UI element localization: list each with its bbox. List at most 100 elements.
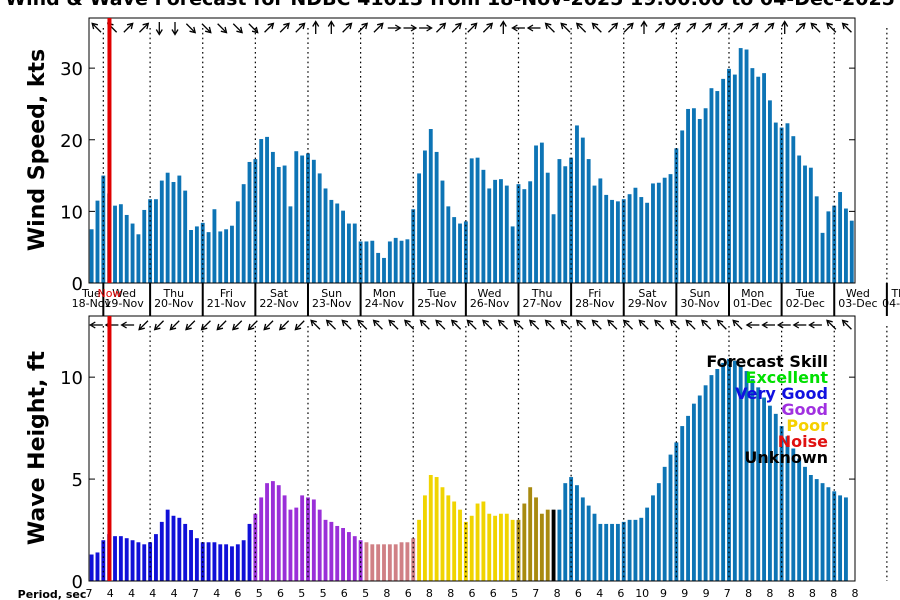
arrow-shaft bbox=[452, 321, 462, 330]
period-label: Period, sec bbox=[18, 588, 87, 600]
bar bbox=[575, 125, 579, 283]
wave-panel: 0 5 10 Wave Height, ft Forecast SkillExcel… bbox=[25, 315, 888, 593]
direction-arrow bbox=[776, 321, 791, 329]
bar bbox=[329, 521, 334, 581]
bar bbox=[680, 426, 685, 581]
bar bbox=[387, 544, 392, 581]
bar bbox=[265, 483, 269, 581]
period-value: 10 bbox=[635, 587, 649, 600]
date-label: 19-Nov bbox=[104, 297, 144, 310]
y-tick-label: 0 bbox=[72, 572, 83, 593]
bar bbox=[621, 199, 626, 283]
arrow-head bbox=[155, 29, 163, 36]
bar bbox=[165, 509, 170, 581]
period-row: Period, sec 7 4 4 4 4 7 4 6 5 6 5 5 6 5 8 6 8 8 6 6 5 7 8 6 4 6 10… bbox=[18, 587, 859, 600]
bar bbox=[118, 536, 123, 581]
bar bbox=[382, 544, 386, 581]
legend-title: Forecast Skill bbox=[706, 352, 828, 371]
bar bbox=[803, 466, 807, 581]
bar bbox=[668, 174, 673, 283]
bar bbox=[95, 552, 100, 581]
date-label: 04-Dec bbox=[882, 297, 900, 310]
direction-arrow bbox=[701, 319, 712, 330]
day-of-week-label: Tue bbox=[795, 287, 815, 300]
bar bbox=[586, 159, 591, 283]
bar bbox=[639, 517, 644, 581]
arrow-head bbox=[826, 319, 833, 327]
direction-arrow bbox=[138, 320, 149, 331]
arrow-shaft bbox=[577, 321, 587, 330]
arrow-shaft bbox=[374, 321, 383, 330]
bar bbox=[469, 158, 474, 283]
bar bbox=[598, 178, 603, 283]
direction-arrow bbox=[795, 22, 806, 33]
bar bbox=[124, 214, 129, 283]
direction-arrow bbox=[466, 319, 477, 330]
arrow-head bbox=[204, 26, 212, 34]
bar bbox=[744, 49, 749, 283]
day-of-week-label: Sun bbox=[690, 287, 711, 300]
day-of-week-label: Sat bbox=[270, 287, 289, 300]
wind-ylabel: Wind Speed, kts bbox=[25, 49, 50, 251]
direction-arrow bbox=[482, 319, 493, 330]
period-value: 6 bbox=[490, 587, 497, 600]
period-value: 6 bbox=[277, 587, 284, 600]
wind-panel: 0 10 20 30 Wind Speed, kts bbox=[25, 17, 888, 295]
bar bbox=[311, 159, 316, 283]
bar bbox=[276, 166, 281, 283]
bar bbox=[458, 509, 462, 581]
period-value: 8 bbox=[426, 587, 433, 600]
bar bbox=[615, 523, 620, 581]
bar bbox=[428, 475, 433, 581]
bar bbox=[358, 540, 363, 581]
arrow-shaft bbox=[764, 24, 773, 33]
arrow-head bbox=[761, 321, 768, 329]
bar bbox=[586, 505, 591, 581]
bar bbox=[762, 73, 767, 283]
bar bbox=[417, 519, 422, 581]
arrow-head bbox=[497, 319, 505, 327]
arrow-shaft bbox=[608, 321, 618, 330]
direction-arrow bbox=[560, 22, 571, 33]
arrow-shaft bbox=[670, 24, 680, 33]
arrow-shaft bbox=[654, 24, 664, 33]
bar bbox=[487, 513, 492, 581]
direction-arrow bbox=[669, 319, 680, 330]
bar bbox=[820, 483, 825, 581]
arrow-head bbox=[716, 319, 724, 327]
bar bbox=[317, 509, 322, 581]
legend-entry: Excellent bbox=[746, 368, 829, 387]
day-of-week-label: Wed bbox=[112, 287, 136, 300]
bar bbox=[288, 509, 293, 581]
bar bbox=[773, 122, 778, 283]
arrow-shaft bbox=[185, 23, 195, 32]
arrow-head bbox=[185, 323, 192, 331]
bar bbox=[674, 442, 679, 581]
y-tick-label: 0 bbox=[72, 274, 83, 295]
arrow-head bbox=[267, 22, 275, 30]
bar bbox=[499, 179, 503, 283]
direction-arrow bbox=[716, 319, 727, 330]
arrow-head bbox=[216, 323, 224, 331]
arrow-head bbox=[138, 323, 145, 331]
date-label: 24-Nov bbox=[365, 297, 405, 310]
arrow-head bbox=[278, 323, 286, 331]
bar bbox=[306, 153, 310, 283]
bar bbox=[610, 523, 614, 581]
arrow-head bbox=[251, 26, 259, 34]
direction-arrow bbox=[733, 22, 744, 33]
date-label: 26-Nov bbox=[470, 297, 510, 310]
direction-arrow bbox=[745, 321, 760, 329]
direction-arrow bbox=[419, 24, 433, 32]
bar bbox=[539, 513, 544, 581]
arrow-shaft bbox=[421, 321, 430, 330]
bar bbox=[323, 188, 328, 283]
period-value: 4 bbox=[171, 587, 178, 600]
bar bbox=[306, 497, 310, 581]
arrow-shaft bbox=[702, 321, 712, 330]
direction-arrow bbox=[327, 20, 335, 34]
bar bbox=[130, 540, 135, 581]
arrow-head bbox=[220, 26, 228, 34]
bar bbox=[627, 519, 632, 581]
arrow-shaft bbox=[389, 321, 399, 330]
